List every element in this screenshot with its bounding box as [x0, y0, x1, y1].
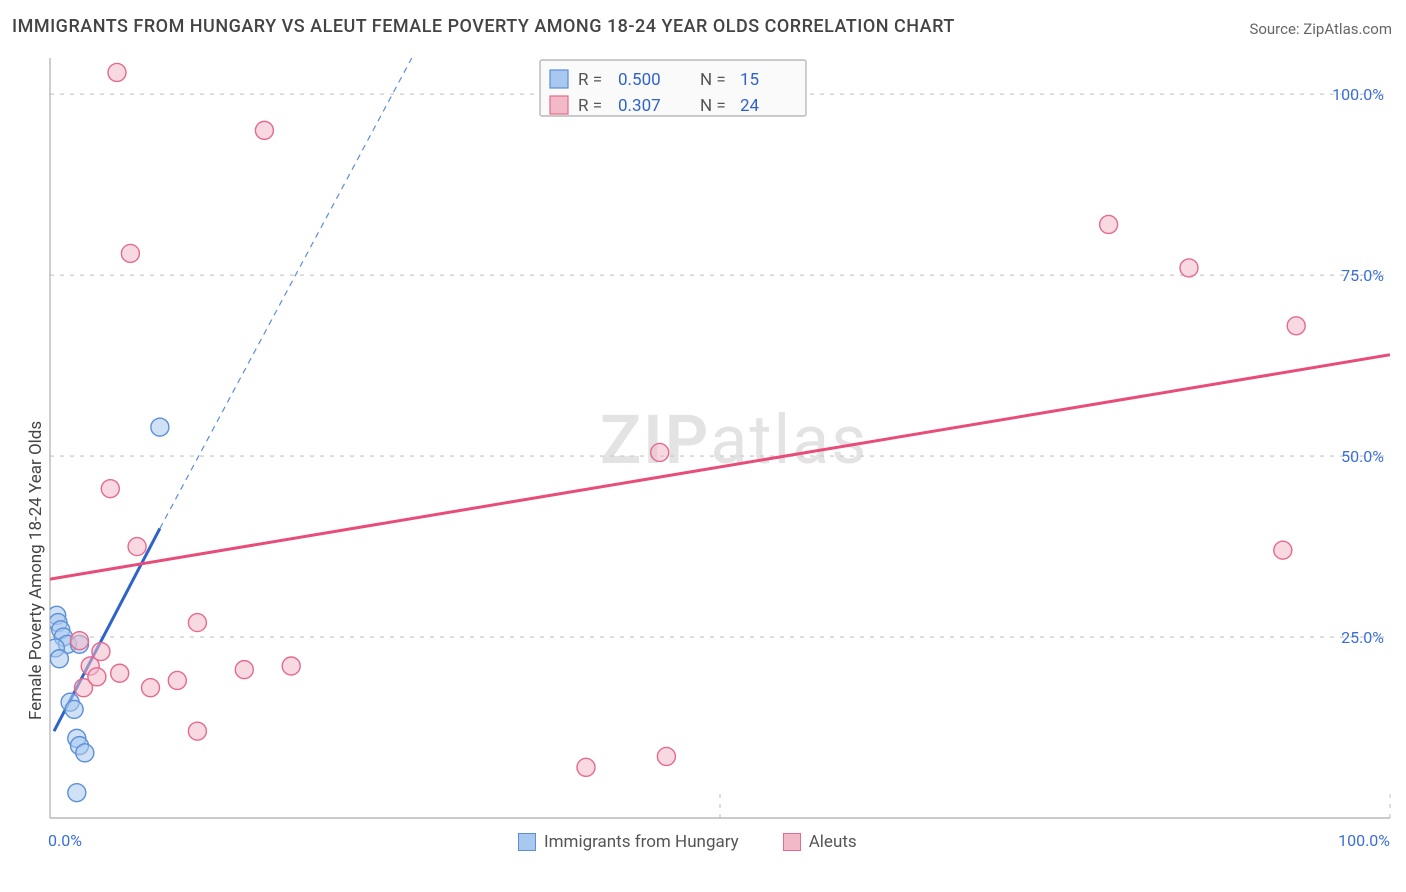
scatter-point	[111, 664, 129, 682]
legend-n-label: N =	[700, 70, 726, 90]
scatter-point	[1287, 317, 1305, 335]
scatter-point	[255, 121, 273, 139]
y-tick-label: 100.0%	[1332, 85, 1384, 104]
scatter-point	[657, 747, 675, 765]
legend-r-value: 0.307	[618, 96, 661, 116]
scatter-point	[65, 700, 83, 718]
scatter-point	[1180, 259, 1198, 277]
legend-label-aleuts: Aleuts	[809, 832, 857, 852]
scatter-point	[50, 650, 68, 668]
scatter-point	[235, 661, 253, 679]
scatter-point	[1100, 215, 1118, 233]
scatter-point	[1274, 541, 1292, 559]
x-tick-label: 100.0%	[1338, 831, 1390, 850]
legend-swatch	[550, 96, 568, 114]
legend-swatch	[550, 70, 568, 88]
scatter-point	[282, 657, 300, 675]
legend-n-value: 15	[740, 70, 759, 90]
legend-r-label: R =	[578, 96, 602, 116]
scatter-point	[70, 632, 88, 650]
legend-r-label: R =	[578, 70, 602, 90]
x-tick-label: 0.0%	[48, 831, 82, 850]
scatter-point	[188, 722, 206, 740]
y-tick-label: 75.0%	[1341, 266, 1384, 285]
trend-line	[50, 355, 1390, 579]
scatter-point	[108, 63, 126, 81]
scatter-point	[168, 671, 186, 689]
scatter-point	[121, 244, 139, 262]
scatter-point	[188, 614, 206, 632]
legend-n-value: 24	[740, 96, 760, 116]
scatter-point	[151, 418, 169, 436]
chart-container: IMMIGRANTS FROM HUNGARY VS ALEUT FEMALE …	[0, 0, 1406, 892]
scatter-point	[128, 538, 146, 556]
legend-n-label: N =	[700, 96, 726, 116]
scatter-point	[88, 668, 106, 686]
legend-r-value: 0.500	[618, 70, 661, 90]
chart-plot: 25.0% 50.0% 75.0% 100.0% 0.0% 100.0% R = 0.500 N…	[0, 0, 1406, 892]
scatter-point	[577, 758, 595, 776]
x-axis-legend: Immigrants from Hungary Aleuts	[518, 832, 857, 852]
scatter-point	[101, 480, 119, 498]
scatter-point	[651, 443, 669, 461]
scatter-point	[76, 744, 94, 762]
scatter-point	[142, 679, 160, 697]
trend-line-extended	[160, 58, 412, 528]
y-tick-label: 50.0%	[1341, 447, 1384, 466]
legend-swatch-aleuts	[783, 833, 801, 851]
scatter-point	[68, 784, 86, 802]
legend-label-hungary: Immigrants from Hungary	[544, 832, 739, 852]
legend-swatch-hungary	[518, 833, 536, 851]
y-tick-label: 25.0%	[1341, 628, 1384, 647]
